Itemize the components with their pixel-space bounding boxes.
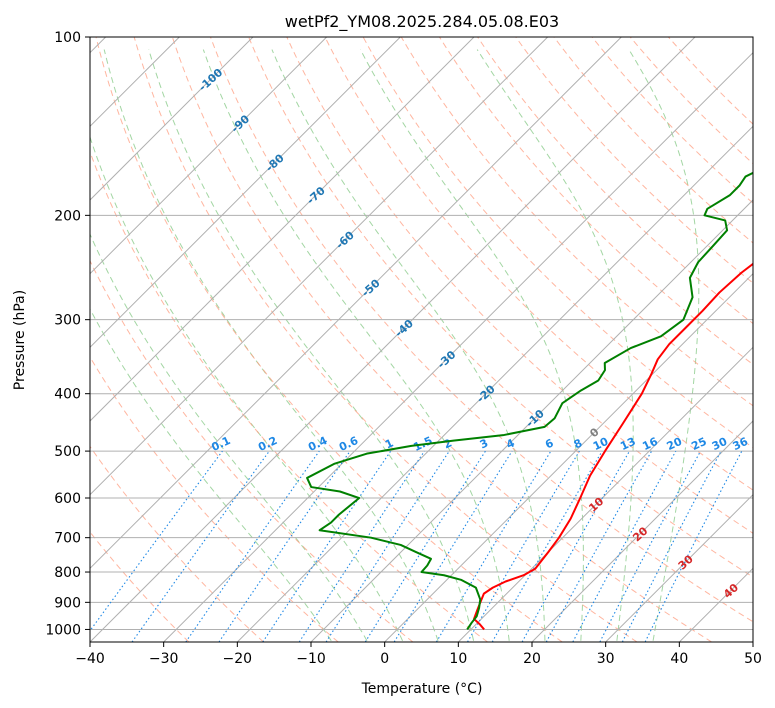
dry-adiabat-line — [90, 259, 414, 642]
sounding-series — [306, 171, 753, 631]
x-tick-label: −30 — [149, 651, 179, 667]
isotherm-line — [90, 37, 328, 275]
dry-adiabat-line — [324, 37, 753, 491]
mixing-ratio-line — [545, 450, 653, 642]
temperature-profile-line — [473, 262, 753, 631]
mixing-ratio-label: 13 — [618, 435, 637, 453]
x-axis: −40 −30 −20 −10 0 10 20 30 40 50 — [75, 642, 762, 667]
dry-adiabat-line — [591, 37, 753, 204]
isotherm-line — [90, 37, 696, 642]
isotherm-line — [384, 272, 753, 642]
moist-adiabat-line — [103, 49, 439, 641]
mixing-ratio-lines — [90, 450, 743, 642]
mixing-ratio-label: 16 — [640, 435, 660, 453]
moist-adiabat-line — [359, 49, 584, 641]
isotherm-line — [90, 37, 475, 422]
mixing-ratio-label: 36 — [731, 435, 751, 453]
y-tick-label: 300 — [54, 313, 81, 329]
dry-adiabat-line — [171, 37, 712, 642]
moist-adiabat-line — [271, 49, 546, 641]
y-tick-label: 600 — [54, 491, 81, 507]
mixing-ratio-line — [393, 450, 513, 642]
x-tick-label: −20 — [223, 651, 253, 667]
mixing-ratio-line — [572, 450, 677, 642]
x-tick-label: −10 — [296, 651, 326, 667]
dry-adiabat-line — [248, 37, 753, 578]
isotherm-line — [90, 37, 622, 570]
plot-frame — [89, 36, 754, 643]
isotherm-line — [605, 493, 753, 642]
plot-area-background — [90, 37, 753, 642]
isotherm-line — [531, 420, 753, 642]
plot-area: -100-90-80-70-60-50-40-30-20-10010203040… — [90, 37, 753, 642]
x-tick-label: 30 — [597, 651, 615, 667]
moist-adiabat-line — [628, 49, 700, 641]
mixing-ratio-line — [521, 450, 630, 642]
dry-adiabat-line — [210, 37, 753, 623]
dry-adiabat-line — [515, 37, 753, 284]
mixing-ratio-line — [364, 450, 486, 642]
y-tick-label: 500 — [54, 444, 81, 460]
isotherm-line — [90, 37, 549, 496]
dry-adiabat-line — [90, 445, 264, 642]
y-tick-label: 100 — [54, 30, 81, 46]
moist-adiabat-line — [90, 233, 368, 642]
mixing-ratio-line — [491, 450, 603, 642]
y-axis: 100 200 300 400 500 600 700 800 900 1000 — [45, 30, 90, 638]
isotherm-line — [310, 199, 753, 642]
mixing-ratio-line — [325, 450, 450, 642]
x-tick-label: 40 — [670, 651, 688, 667]
y-tick-label: 400 — [54, 387, 81, 403]
moist-adiabat-line — [148, 49, 475, 641]
dry-adiabat-line — [477, 37, 753, 325]
y-tick-label: 800 — [54, 565, 81, 581]
mixing-ratio-label: 30 — [710, 435, 730, 453]
mixing-ratio-line — [218, 450, 351, 642]
x-tick-label: 10 — [449, 651, 467, 667]
dry-adiabat-line — [629, 37, 753, 165]
mixing-ratio-line — [90, 450, 223, 632]
dry-adiabat-lines — [90, 37, 753, 642]
moist-adiabat-line — [90, 308, 332, 642]
moist-adiabat-line — [90, 135, 403, 641]
y-tick-label: 700 — [54, 531, 81, 547]
isotherm-line — [90, 37, 401, 349]
isotherm-line — [90, 37, 254, 201]
dry-adiabat-line — [133, 37, 638, 642]
mixing-ratio-line — [131, 450, 270, 642]
mixing-ratio-line — [467, 450, 580, 642]
isotherm-line — [457, 346, 753, 642]
y-tick-label: 200 — [54, 208, 81, 224]
dry-adiabat-line — [95, 37, 563, 642]
x-tick-label: 50 — [744, 651, 762, 667]
y-tick-label: 1000 — [45, 622, 81, 638]
dry-adiabat-line — [400, 37, 753, 407]
dewpoint-profile-line — [306, 171, 753, 631]
mixing-ratio-line — [435, 450, 552, 642]
y-tick-label: 900 — [54, 595, 81, 611]
chart-title: wetPf2_YM08.2025.284.05.08.E03 — [285, 12, 559, 32]
y-axis-title: Pressure (hPa) — [12, 290, 28, 390]
x-tick-label: 0 — [380, 651, 389, 667]
isotherm-line — [163, 51, 753, 642]
x-tick-label: −40 — [75, 651, 105, 667]
isotherm-lines — [90, 37, 753, 642]
x-tick-label: 20 — [523, 651, 541, 667]
x-axis-title: Temperature (°C) — [361, 681, 483, 697]
mixing-ratio-line — [185, 450, 320, 642]
isotherm-line — [236, 125, 753, 642]
mixing-ratio-label: 25 — [689, 435, 708, 453]
mixing-ratio-label: 20 — [665, 435, 685, 453]
